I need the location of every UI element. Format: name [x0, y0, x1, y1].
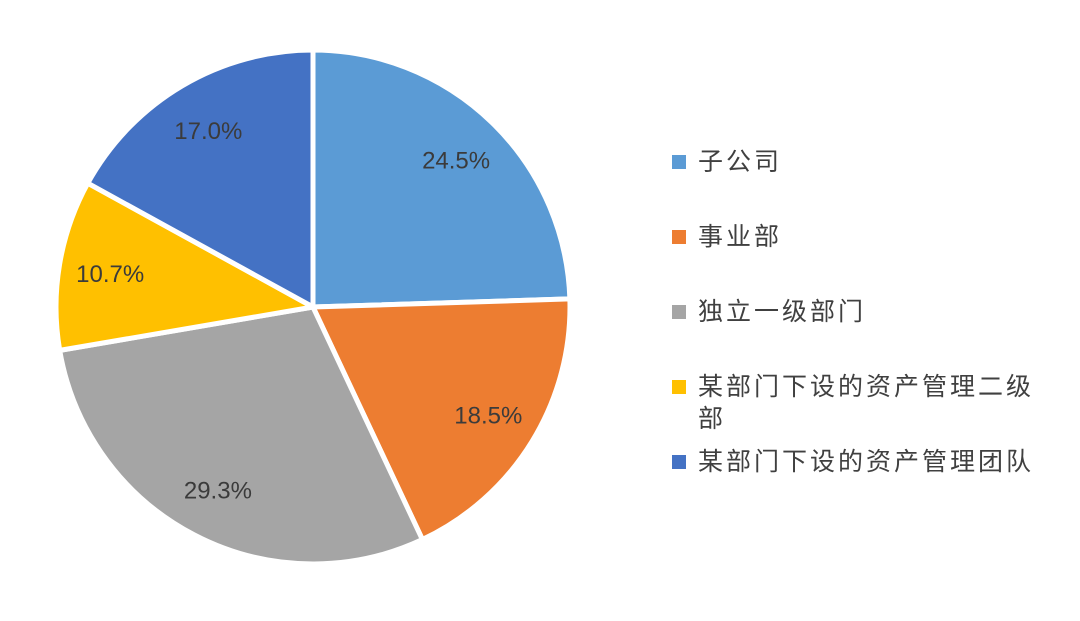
legend-label: 独立一级部门	[698, 298, 867, 326]
legend-marker-icon	[672, 230, 686, 244]
legend-marker-icon	[672, 305, 686, 319]
legend-item-5[interactable]: 某部门下设的资产管理团队	[672, 446, 1047, 478]
legend-item-3[interactable]: 独立一级部门	[672, 296, 1047, 328]
pie-data-label-2: 18.5%	[454, 402, 522, 429]
legend-marker-icon	[672, 455, 686, 469]
pie-slice-2[interactable]	[310, 296, 573, 543]
pie-data-label-1: 24.5%	[422, 147, 490, 174]
legend-label: 事业部	[698, 223, 783, 251]
legend-label: 子公司	[698, 148, 783, 176]
pie-slice-3[interactable]	[57, 304, 425, 567]
legend-item-1[interactable]: 子公司	[672, 146, 1047, 178]
legend-label: 某部门下设的资产管理团队	[698, 448, 1035, 476]
chart-legend: 子公司事业部独立一级部门某部门下设的资产管理二级部某部门下设的资产管理团队	[672, 0, 1047, 621]
legend-marker-icon	[672, 380, 686, 394]
legend-item-2[interactable]: 事业部	[672, 221, 1047, 253]
pie-slice-4[interactable]	[53, 180, 316, 353]
pie-data-label-3: 29.3%	[184, 477, 252, 504]
legend-marker-icon	[672, 155, 686, 169]
legend-item-4[interactable]: 某部门下设的资产管理二级部	[672, 371, 1047, 435]
pie-data-label-5: 17.0%	[174, 118, 242, 145]
legend-label: 某部门下设的资产管理二级部	[698, 373, 1035, 433]
pie-slice-5[interactable]	[85, 47, 316, 310]
pie-data-label-4: 10.7%	[76, 261, 144, 288]
pie-svg: 24.5% 18.5% 29.3% 10.7% 17.0%	[53, 47, 573, 567]
pie-slice-1[interactable]	[310, 47, 573, 310]
